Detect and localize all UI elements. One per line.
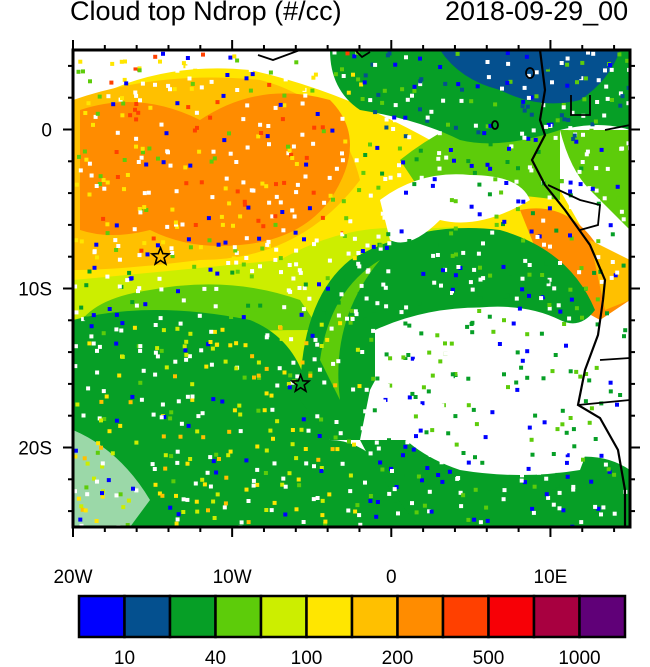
speckle-pixels [73, 50, 630, 527]
y-tick-label: 0 [41, 121, 52, 142]
colorbar-box [578, 594, 627, 639]
colorbar-label: 500 [473, 648, 505, 667]
star-marker [149, 245, 172, 266]
colorbar-label: 200 [382, 648, 414, 667]
colorbar-box [259, 594, 308, 639]
coastline [530, 50, 627, 527]
station-markers [149, 245, 312, 394]
colorbar: 10 40 100 200 500 1000 [77, 594, 627, 667]
plot-date: 2018-09-29_00 [445, 0, 629, 26]
colorbar-label: 100 [291, 648, 323, 667]
plot-title: Cloud top Ndrop (#/cc) [70, 0, 342, 26]
axis-ticks: 20W 10W 0 10E 0 10S 20S [18, 40, 640, 588]
y-tick-label: 20S [18, 439, 52, 460]
colorbar-box [396, 594, 445, 639]
x-tick-label: 20W [53, 567, 92, 588]
colorbar-box [441, 594, 490, 639]
country-borders [547, 95, 630, 406]
star-marker [289, 372, 312, 394]
x-tick-label: 10W [213, 567, 252, 588]
ndrop-field [73, 50, 630, 527]
colorbar-box [532, 594, 581, 639]
colorbar-label: 1000 [558, 648, 600, 667]
colorbar-label: 10 [114, 648, 135, 667]
x-tick-label: 0 [386, 567, 397, 588]
colorbar-box [77, 594, 126, 639]
colorbar-box [168, 594, 217, 639]
colorbar-label: 40 [205, 648, 226, 667]
colorbar-box [350, 594, 399, 639]
y-tick-label: 10S [18, 280, 52, 301]
colorbar-box [305, 594, 354, 639]
colorbar-box [123, 594, 172, 639]
colorbar-box [487, 594, 536, 639]
colorbar-box [214, 594, 263, 639]
x-tick-label: 10E [534, 567, 568, 588]
